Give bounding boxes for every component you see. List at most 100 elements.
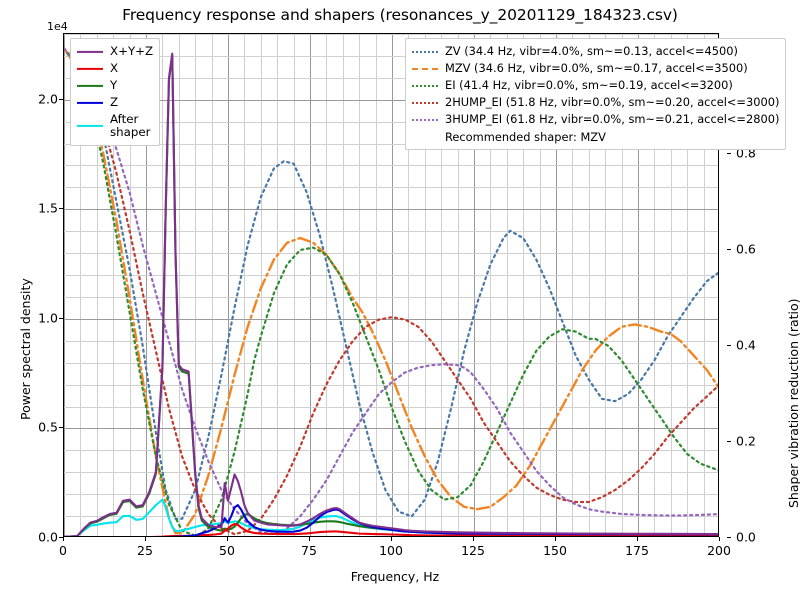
gridline-v-185 [670, 34, 672, 536]
legend-swatch-00e5ee [77, 119, 103, 133]
gridline-v-175 [638, 34, 639, 536]
gridline-h-17000 [64, 165, 718, 167]
series-legend: X+Y+Z X Y Z After shaper [70, 38, 161, 146]
x-tick-label-175: 175 [625, 543, 649, 558]
x-tick-label-125: 125 [461, 543, 485, 558]
legend-label: X [110, 61, 119, 76]
x-tick-label-100: 100 [379, 543, 403, 558]
gridline-h-1000 [64, 516, 718, 518]
gridline-h-14000 [64, 231, 718, 233]
gridline-h-21000 [64, 77, 718, 79]
gridline-h-20000 [64, 99, 718, 101]
legend-swatch-f28522 [412, 62, 438, 76]
gridline-h-8000 [64, 362, 718, 364]
legend-swatch-c0392b [412, 96, 438, 110]
y-tick-label-0.5: 0.5 [38, 419, 58, 435]
y2-axis-label: Shaper vibration reduction (ratio) [786, 298, 800, 508]
gridline-h-6000 [64, 406, 718, 408]
gridline-v-165 [605, 34, 607, 536]
gridline-h-2000 [64, 494, 718, 496]
legend-item-xyz[interactable]: X+Y+Z [77, 43, 153, 60]
legend-item-shaper-ei[interactable]: EI (41.4 Hz, vibr=0.0%, sm~=0.19, accel<… [412, 77, 779, 94]
y2-tick-label-0.4: 0.4 [736, 337, 756, 353]
gridline-v-0 [64, 34, 65, 536]
gridline-h-19000 [64, 121, 718, 123]
gridline-h-10000 [64, 318, 718, 320]
legend-swatch-2e8b2e [412, 79, 438, 93]
legend-item-shaper-mzv[interactable]: MZV (34.6 Hz, vibr=0.0%, sm~=0.17, accel… [412, 60, 779, 77]
y2-tick-mark [727, 537, 731, 538]
legend-item-after-shaper[interactable]: After shaper [77, 111, 153, 141]
gridline-v-45 [211, 34, 213, 536]
legend-label: X+Y+Z [110, 44, 154, 59]
legend-item-y[interactable]: Y [77, 77, 153, 94]
gridline-v-75 [310, 34, 311, 536]
gridline-v-85 [342, 34, 344, 536]
gridline-h-5000 [64, 428, 718, 430]
psd-curve-x [140, 522, 718, 536]
x-tick-label-0: 0 [59, 543, 67, 558]
gridline-v-115 [441, 34, 443, 536]
psd-curve-after-shaper [64, 498, 718, 536]
gridline-v-20 [129, 34, 131, 536]
gridline-h-3000 [64, 472, 718, 474]
y-tick-mark [59, 427, 63, 429]
legend-label: EI (41.4 Hz, vibr=0.0%, sm~=0.19, accel<… [445, 78, 733, 93]
legend-label: After shaper [110, 112, 151, 139]
x-axis-label: Frequency, Hz [350, 569, 440, 584]
gridline-v-155 [572, 34, 574, 536]
shaper-legend: ZV (34.4 Hz, vibr=4.0%, sm~=0.13, accel<… [405, 38, 787, 150]
y-axis-ticks: 0.0 0.5 1.0 1.5 2.0 [8, 33, 63, 545]
legend-item-shaper-3hump_ei[interactable]: 3HUMP_EI (61.8 Hz, vibr=0.0%, sm~=0.21, … [412, 111, 779, 128]
gridline-h-11000 [64, 296, 718, 298]
gridline-h-4000 [64, 450, 718, 452]
y-axis-offset-label: 1e4 [47, 20, 68, 33]
gridline-v-180 [654, 34, 656, 536]
gridline-h-13000 [64, 253, 718, 255]
legend-label: 2HUMP_EI (51.8 Hz, vibr=0.0%, sm~=0.20, … [445, 95, 780, 110]
legend-item-z[interactable]: Z [77, 94, 153, 111]
gridline-v-190 [687, 34, 689, 536]
legend-swatch-4878a8 [412, 45, 438, 59]
y-tick-mark [59, 98, 63, 100]
gridline-v-130 [490, 34, 492, 536]
y-tick-label-0.0: 0.0 [38, 529, 58, 545]
x-tick-mark [309, 537, 310, 541]
psd-curve-z [167, 504, 718, 536]
legend-item-x[interactable]: X [77, 60, 153, 77]
gridline-h-9000 [64, 340, 718, 342]
shaper-curve-2hump_ei [64, 47, 718, 536]
y-tick-mark [59, 208, 63, 210]
legend-label: 3HUMP_EI (61.8 Hz, vibr=0.0%, sm~=0.21, … [445, 112, 780, 127]
y-tick-mark [59, 537, 63, 538]
gridline-v-145 [539, 34, 541, 536]
y2-tick-mark [727, 153, 731, 154]
legend-item-shaper-2hump_ei[interactable]: 2HUMP_EI (51.8 Hz, vibr=0.0%, sm~=0.20, … [412, 94, 779, 111]
gridline-v-35 [178, 34, 180, 536]
legend-item-shaper-zv[interactable]: ZV (34.4 Hz, vibr=4.0%, sm~=0.13, accel<… [412, 43, 779, 60]
gridline-h-15000 [64, 209, 718, 211]
x-tick-label-25: 25 [137, 543, 153, 558]
gridline-v-110 [424, 34, 426, 536]
x-tick-mark [63, 537, 64, 541]
y2-tick-mark [727, 345, 731, 346]
legend-swatch-1a7a1a [77, 79, 103, 93]
y2-tick-mark [727, 441, 731, 442]
gridline-v-10 [96, 34, 98, 536]
x-tick-mark [719, 537, 720, 541]
x-tick-mark [637, 537, 638, 541]
gridline-h-23000 [64, 34, 718, 35]
legend-swatch-e8000b [77, 62, 103, 76]
x-tick-label-50: 50 [219, 543, 235, 558]
gridline-v-150 [556, 34, 557, 536]
gridline-v-140 [523, 34, 525, 536]
legend-label: Z [110, 95, 119, 110]
gridline-v-100 [392, 34, 393, 536]
y-tick-label-2.0: 2.0 [38, 91, 58, 107]
legend-swatch-7e2f8e [77, 45, 103, 59]
y2-tick-label-0.2: 0.2 [736, 433, 756, 449]
recommended-shaper-note: Recommended shaper: MZV [445, 129, 606, 144]
shaper-curve-3hump_ei [64, 47, 718, 536]
x-tick-label-75: 75 [301, 543, 317, 558]
